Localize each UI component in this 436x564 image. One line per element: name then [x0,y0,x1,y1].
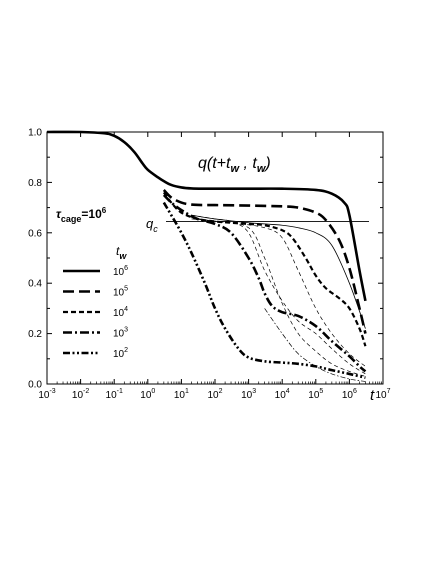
qc-label: qc [146,216,158,234]
x-tick-label: 107 [375,388,390,401]
y-tick-label: 0.6 [28,228,42,239]
legend-label: 105 [113,286,128,299]
series-line-dash-long [162,189,367,334]
x-tick-label: 103 [241,388,256,401]
legend: 106 105 104 103 102 [63,265,128,360]
x-tick-label: 10-3 [38,388,55,401]
x-tick-label: 106 [342,388,357,401]
x-tick-label: 101 [174,388,189,401]
x-tick-label: 104 [275,388,290,401]
x-axis-label: t [370,387,375,404]
y-tick-labels: 0.0 0.2 0.4 0.6 0.8 1.0 [28,128,42,391]
legend-label: 106 [113,265,128,278]
curves [46,130,367,382]
y-tick-label: 0.4 [28,279,42,290]
series-line-thin-solid [191,214,366,329]
series-line-dash-dot-dot [162,201,366,379]
legend-label: 103 [113,327,128,340]
y-tick-label: 1.0 [28,128,42,139]
legend-label: 104 [113,306,128,319]
y-tick-label: 0.8 [28,178,42,189]
series-line-dash-dot [162,194,367,373]
series-line-dash-short [162,191,367,347]
x-tick-label: 105 [308,388,323,401]
legend-title: tw [116,244,127,261]
x-tick-label: 100 [140,388,155,401]
series-line-solid [46,130,367,302]
legend-label: 102 [113,347,128,360]
y-tick-label: 0.2 [28,329,42,340]
y-tick-label: 0.0 [28,380,42,391]
tau-cage-annotation: τcage=106 [56,206,107,224]
x-tick-labels: 10-3 10-2 10-1 100 101 102 103 104 105 106 107 [38,388,390,401]
x-tick-label: 102 [207,388,222,401]
x-tick-label: 10-1 [106,388,123,401]
chart-title: q(t+tw , tw) [198,155,271,175]
x-tick-label: 10-2 [72,388,89,401]
